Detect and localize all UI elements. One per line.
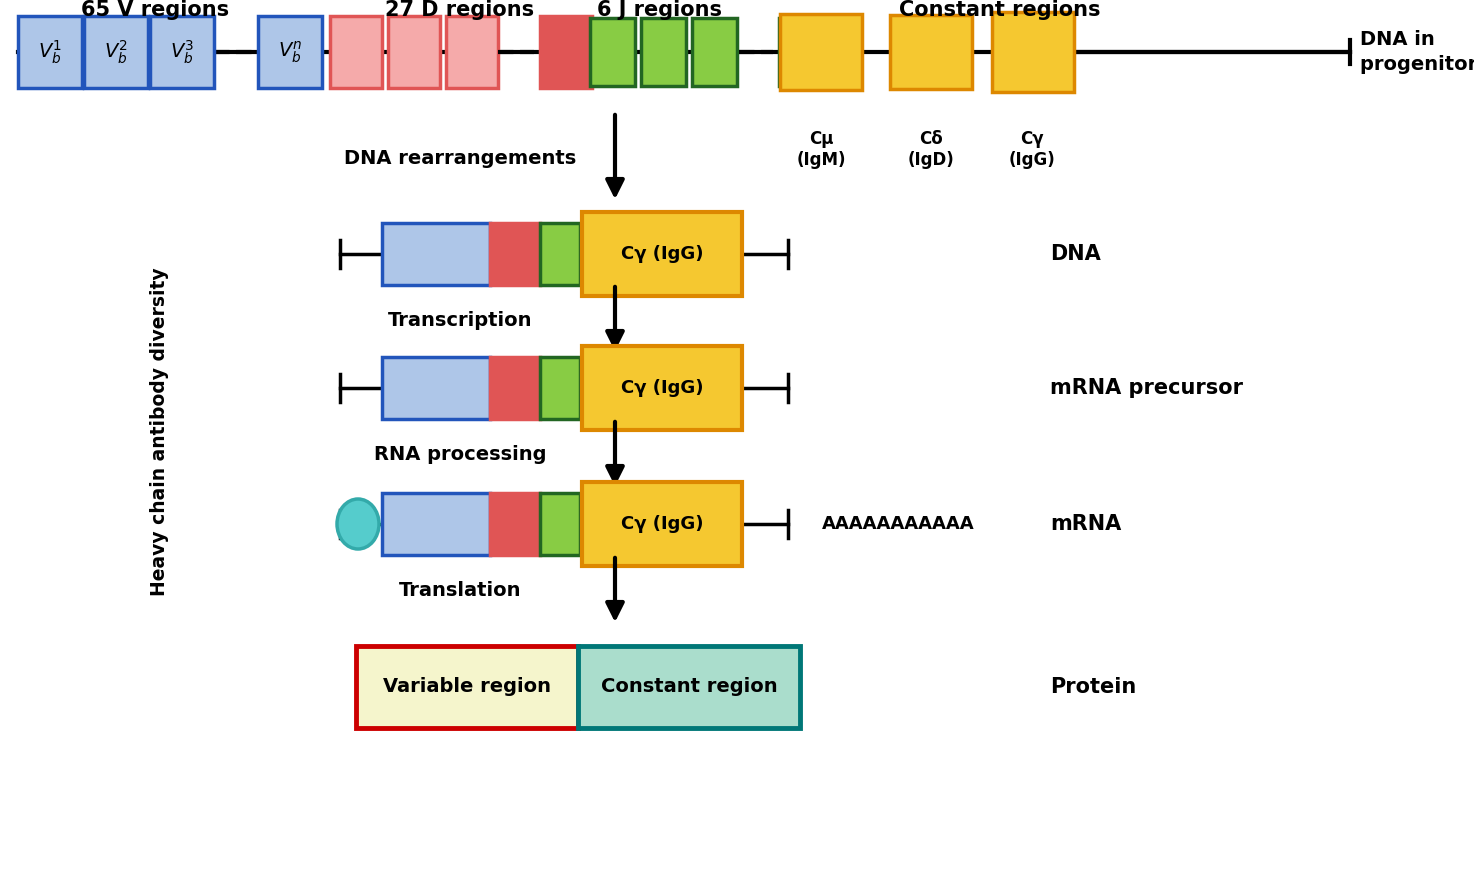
Text: Constant region: Constant region: [601, 678, 777, 697]
Text: mRNA: mRNA: [1049, 514, 1122, 534]
FancyBboxPatch shape: [489, 223, 539, 285]
FancyBboxPatch shape: [992, 12, 1075, 92]
Text: DNA rearrangements: DNA rearrangements: [343, 148, 576, 167]
FancyBboxPatch shape: [582, 346, 741, 430]
Text: 27 D regions: 27 D regions: [385, 0, 535, 20]
Text: 65 V regions: 65 V regions: [81, 0, 228, 20]
Text: Constant regions: Constant regions: [899, 0, 1101, 20]
FancyBboxPatch shape: [489, 357, 539, 419]
FancyBboxPatch shape: [778, 18, 824, 86]
FancyBboxPatch shape: [150, 16, 214, 88]
FancyBboxPatch shape: [590, 18, 635, 86]
Text: AAAAAAAAAAA: AAAAAAAAAAA: [821, 515, 974, 533]
FancyBboxPatch shape: [84, 16, 147, 88]
FancyBboxPatch shape: [582, 482, 741, 566]
FancyBboxPatch shape: [382, 223, 489, 285]
Text: Variable region: Variable region: [383, 678, 551, 697]
Text: Cγ (IgG): Cγ (IgG): [621, 379, 703, 397]
Text: Heavy chain antibody diversity: Heavy chain antibody diversity: [150, 268, 170, 596]
Text: $V_b^n$: $V_b^n$: [277, 39, 302, 65]
Text: $V_b^{3}$: $V_b^{3}$: [170, 38, 195, 65]
Text: Transcription: Transcription: [388, 310, 532, 330]
FancyBboxPatch shape: [447, 16, 498, 88]
Text: RNA processing: RNA processing: [374, 445, 547, 464]
Text: $V_b^{1}$: $V_b^{1}$: [38, 38, 62, 65]
FancyBboxPatch shape: [382, 493, 489, 555]
FancyBboxPatch shape: [539, 357, 579, 419]
Text: Translation: Translation: [399, 582, 522, 601]
Text: Cδ
(IgD): Cδ (IgD): [908, 130, 954, 169]
Text: Cγ (IgG): Cγ (IgG): [621, 515, 703, 533]
FancyBboxPatch shape: [780, 14, 862, 90]
FancyBboxPatch shape: [890, 15, 971, 89]
FancyBboxPatch shape: [258, 16, 321, 88]
FancyBboxPatch shape: [357, 646, 578, 728]
Ellipse shape: [338, 499, 379, 549]
Text: Protein: Protein: [1049, 677, 1136, 697]
FancyBboxPatch shape: [388, 16, 441, 88]
Text: mRNA precursor: mRNA precursor: [1049, 378, 1243, 398]
Text: $V_b^{2}$: $V_b^{2}$: [105, 38, 128, 65]
FancyBboxPatch shape: [539, 223, 579, 285]
FancyBboxPatch shape: [578, 646, 800, 728]
FancyBboxPatch shape: [382, 357, 489, 419]
FancyBboxPatch shape: [330, 16, 382, 88]
Text: DNA: DNA: [1049, 244, 1101, 264]
FancyBboxPatch shape: [641, 18, 685, 86]
Text: 6 J regions: 6 J regions: [597, 0, 722, 20]
Text: Cγ (IgG): Cγ (IgG): [621, 245, 703, 263]
FancyBboxPatch shape: [18, 16, 83, 88]
FancyBboxPatch shape: [539, 16, 593, 88]
FancyBboxPatch shape: [489, 493, 539, 555]
Text: Cμ
(IgM): Cμ (IgM): [796, 130, 846, 169]
Text: Cγ
(IgG): Cγ (IgG): [1008, 130, 1055, 169]
FancyBboxPatch shape: [582, 212, 741, 296]
FancyBboxPatch shape: [691, 18, 737, 86]
Text: DNA in
progenitor cell: DNA in progenitor cell: [1361, 30, 1474, 74]
FancyBboxPatch shape: [539, 493, 579, 555]
